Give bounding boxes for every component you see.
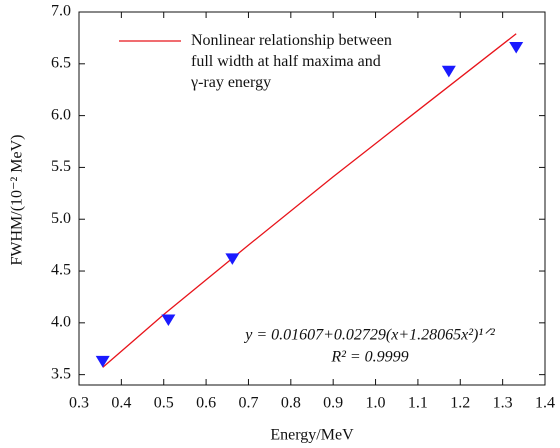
y-tick-label: 5.0 (51, 210, 71, 227)
x-tick-label: 0.3 (69, 395, 89, 412)
x-tick-label: 0.4 (111, 395, 131, 412)
y-tick-label: 6.0 (51, 106, 71, 123)
x-tick-label: 0.6 (196, 395, 216, 412)
plot-frame (78, 11, 546, 386)
y-tick-label: 7.0 (51, 3, 71, 20)
y-tick-label: 4.5 (51, 262, 71, 279)
y-tick-label: 5.5 (51, 158, 71, 175)
data-point (225, 253, 240, 265)
x-tick-label: 0.9 (323, 395, 343, 412)
fit-line (102, 33, 517, 368)
x-tick-label: 1.0 (366, 395, 386, 412)
x-tick-label: 0.5 (154, 395, 174, 412)
data-point (509, 41, 524, 54)
data-point (95, 355, 110, 368)
x-tick-label: 1.4 (535, 395, 555, 412)
x-tick-label: 1.1 (408, 395, 428, 412)
x-tick-label: 1.3 (493, 395, 513, 412)
data-point (161, 314, 176, 327)
y-tick-label: 4.0 (51, 314, 71, 331)
y-tick-label: 6.5 (51, 54, 71, 71)
x-axis-label: Energy/MeV (270, 427, 354, 444)
x-tick-label: 0.7 (238, 395, 258, 412)
annotation: y = 0.01607+0.02729(x+1.28065x²)¹ᐟ² (243, 327, 496, 344)
y-axis-label: FWHM/(10⁻² MeV) (9, 134, 26, 265)
legend-label: Nonlinear relationship between full widt… (191, 32, 392, 91)
y-tick-label: 3.5 (51, 365, 71, 382)
x-tick-label: 1.2 (450, 395, 470, 412)
x-tick-label: 0.8 (281, 395, 301, 412)
annotation: R² = 0.9999 (330, 349, 408, 366)
legend-entry: Nonlinear relationship between full widt… (191, 32, 392, 91)
data-point (441, 65, 456, 78)
